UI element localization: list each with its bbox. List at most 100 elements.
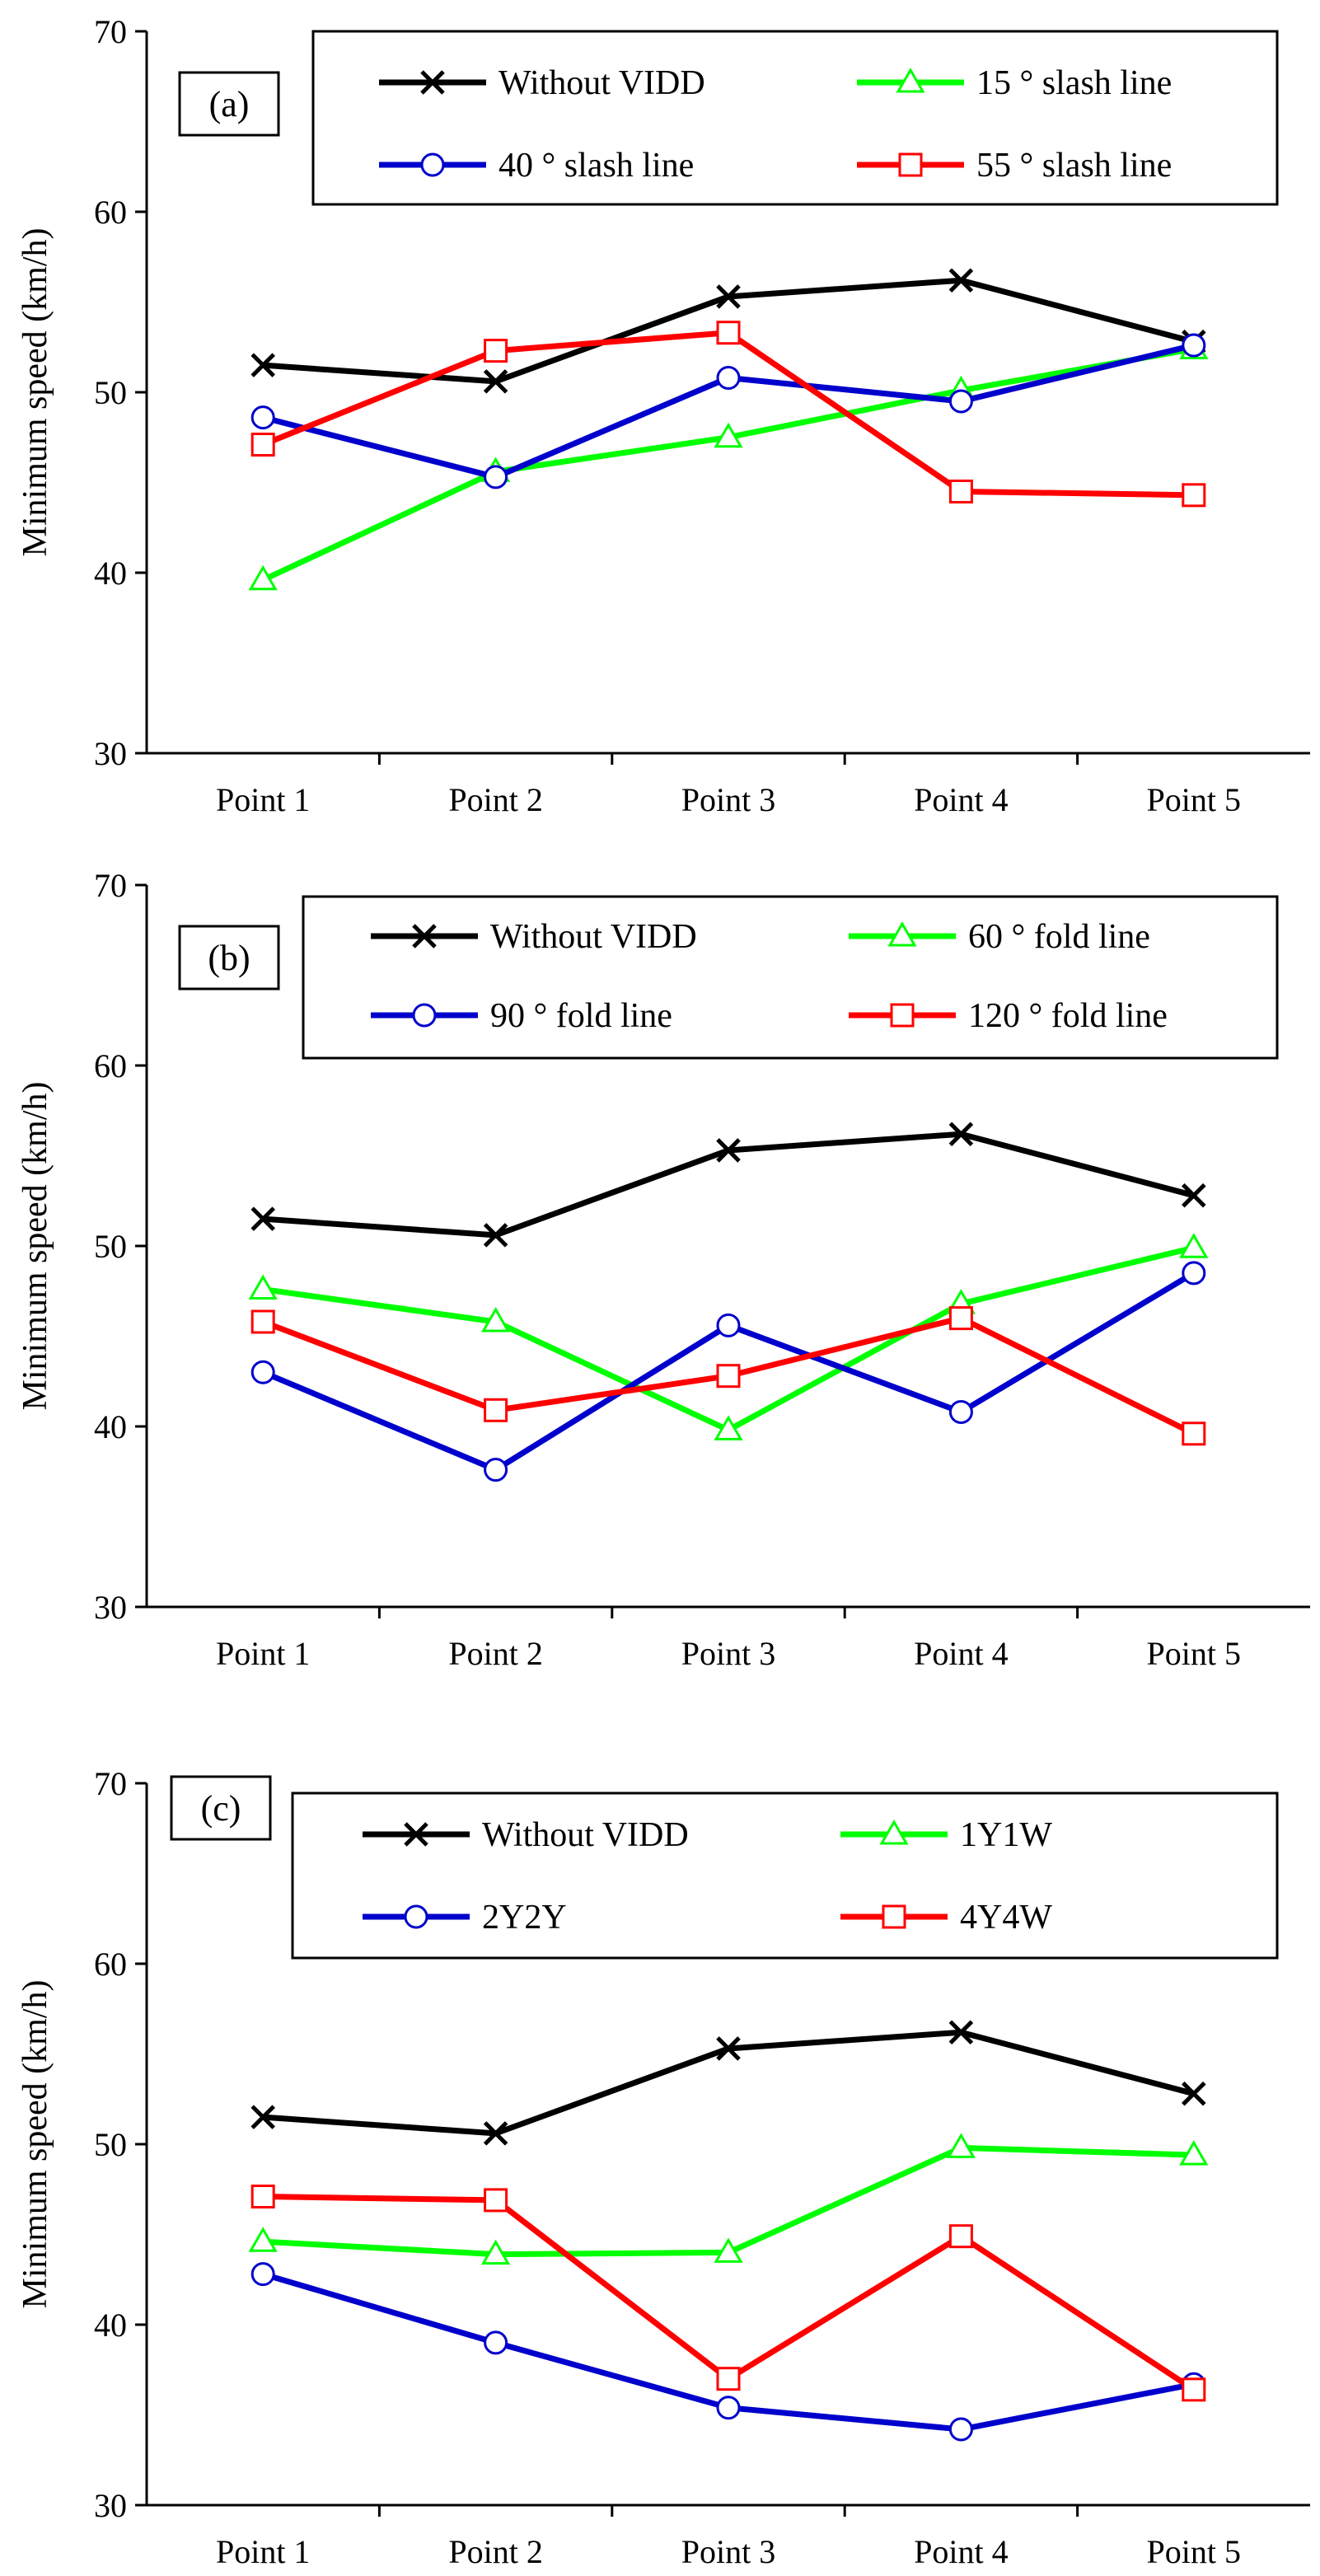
data-point <box>484 465 508 489</box>
data-point <box>484 2330 508 2355</box>
legend-marker-b <box>404 1822 428 1847</box>
data-point <box>1182 483 1206 508</box>
data-point <box>716 321 741 345</box>
legend-label: Without VIDD <box>499 64 705 102</box>
panel-label-box <box>178 925 280 991</box>
data-point-b <box>250 353 275 377</box>
data-point-b <box>716 1138 741 1163</box>
legend-label: 55 ° slash line <box>976 147 1172 185</box>
data-point-b <box>483 2121 508 2146</box>
data-point-b <box>250 2105 275 2129</box>
data-point <box>714 1415 743 1440</box>
x-tick-label: Point 5 <box>1147 2533 1241 2570</box>
legend-box <box>302 895 1279 1060</box>
legend-label: 120 ° fold line <box>968 997 1168 1035</box>
data-point <box>1182 1421 1206 1446</box>
y-tick-label: 60 <box>94 1047 127 1084</box>
data-point <box>248 2227 278 2252</box>
chart-panel-2: 30 40 50 60 70 Point 1 Point 2 Point 3 Point 4 Po… <box>16 867 1310 1672</box>
legend-label: 40 ° slash line <box>499 147 694 185</box>
legend-marker <box>412 1003 437 1028</box>
data-point <box>481 1306 511 1332</box>
legend-box <box>311 30 1279 206</box>
data-point-b <box>1182 2081 1206 2106</box>
legend-label: Without VIDD <box>482 1816 689 1854</box>
x-tick-label: Point 3 <box>681 781 775 818</box>
legend-marker-b <box>420 70 445 95</box>
legend-label: 4Y4W <box>960 1899 1052 1937</box>
data-point <box>946 2133 976 2158</box>
data-point <box>250 2262 275 2287</box>
panel-label: (b) <box>208 938 250 978</box>
data-point-b <box>948 1122 974 1146</box>
data-point <box>250 1360 275 1384</box>
legend-label: 60 ° fold line <box>968 918 1150 956</box>
data-point <box>1182 2377 1206 2402</box>
data-point-b <box>948 2020 974 2044</box>
series-line-2 <box>262 1244 1195 1433</box>
data-point <box>484 1458 508 1482</box>
data-point <box>716 1313 741 1337</box>
data-point <box>714 422 743 448</box>
y-tick-label: 40 <box>94 2307 127 2344</box>
x-tick-label: Point 4 <box>914 2533 1008 2570</box>
x-tick-label: Point 4 <box>914 781 1008 818</box>
legend-marker-b <box>412 924 437 948</box>
legend-label: 1Y1W <box>960 1816 1052 1854</box>
data-point <box>948 2224 973 2249</box>
data-point-b <box>716 284 741 309</box>
panel-label: (c) <box>201 1788 241 1829</box>
y-tick-label: 70 <box>94 13 127 50</box>
x-tick-label: Point 3 <box>681 2533 775 2570</box>
data-point <box>484 1398 508 1422</box>
x-tick-label: Point 2 <box>448 2533 542 2570</box>
y-tick-label: 50 <box>94 1228 127 1265</box>
x-tick-label: Point 5 <box>1147 1635 1241 1672</box>
data-point <box>1182 1261 1206 1286</box>
x-tick-label: Point 2 <box>448 781 542 818</box>
legend-marker <box>404 1904 428 1929</box>
x-tick-label: Point 2 <box>448 1635 542 1672</box>
data-point <box>1179 2140 1209 2166</box>
data-point-b <box>483 1223 508 1248</box>
data-point <box>714 2237 743 2263</box>
data-point <box>248 564 278 591</box>
y-tick-label: 30 <box>94 2487 127 2524</box>
data-point <box>484 339 508 363</box>
x-tick-label: Point 3 <box>681 1635 775 1672</box>
panel-label: (a) <box>209 84 250 124</box>
legend-box <box>291 1791 1279 1960</box>
panel-label-box <box>170 1775 272 1841</box>
data-point <box>1179 1233 1209 1258</box>
y-tick-label: 60 <box>94 1946 127 1983</box>
data-point-b <box>250 1206 275 1231</box>
legend-label: 15 ° slash line <box>976 64 1172 102</box>
data-point-b <box>948 268 974 293</box>
data-point-b <box>483 369 508 394</box>
x-tick-label: Point 4 <box>914 1635 1008 1672</box>
data-point <box>948 1306 973 1331</box>
x-tick-label: Point 1 <box>216 1635 310 1672</box>
y-axis-title: Minimum speed (km/h) <box>16 1082 54 1411</box>
y-tick-label: 70 <box>94 867 127 904</box>
data-point <box>716 1364 741 1389</box>
data-point <box>948 1399 973 1424</box>
data-point <box>948 389 973 414</box>
x-tick-label: Point 5 <box>1147 781 1241 818</box>
legend-marker <box>890 1003 915 1028</box>
y-axis-title: Minimum speed (km/h) <box>16 1980 54 2309</box>
y-tick-label: 40 <box>94 1408 127 1445</box>
y-tick-label: 50 <box>94 2126 127 2163</box>
data-point <box>484 2188 508 2213</box>
data-point <box>716 2367 741 2391</box>
data-point <box>250 433 275 457</box>
legend-marker <box>887 920 917 947</box>
data-point <box>948 2417 973 2442</box>
series-line-4 <box>261 330 1194 499</box>
y-axis-title: Minimum speed (km/h) <box>16 228 54 557</box>
chart-panel-3: 30 40 50 60 70 Point 1 Point 2 Point 3 Point 4 Po… <box>16 1765 1310 2570</box>
y-tick-label: 40 <box>94 555 127 592</box>
legend-label: 2Y2Y <box>482 1899 567 1937</box>
legend-marker <box>420 152 445 177</box>
chart-panel-1: 30 40 50 60 70 Point 1 Point 2 Point 3 Point 4 Po… <box>16 13 1310 818</box>
